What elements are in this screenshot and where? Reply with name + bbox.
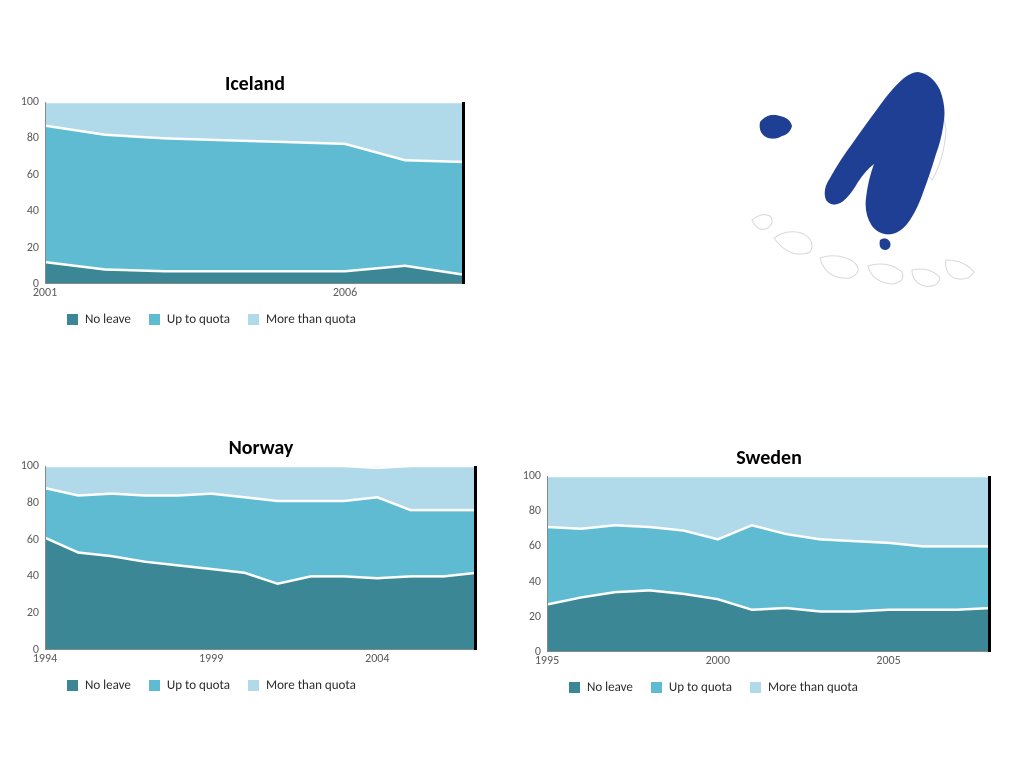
legend-item-more_than_quota: More than quota — [248, 312, 356, 327]
legend-label: More than quota — [266, 312, 356, 327]
legend-item-more_than_quota: More than quota — [248, 678, 356, 693]
norway-plot: 020406080100 — [45, 466, 477, 650]
legend-swatch — [67, 314, 78, 325]
y-tick-label: 100 — [21, 95, 39, 109]
y-tick-label: 60 — [529, 539, 541, 553]
legend-item-up_to_quota: Up to quota — [149, 312, 230, 327]
south-island — [880, 238, 891, 250]
norway-title: Norway — [45, 436, 477, 460]
norway-legend: No leave Up to quota More than quota — [45, 678, 477, 693]
nordic-map — [722, 60, 990, 290]
legend-item-up_to_quota: Up to quota — [149, 678, 230, 693]
sweden-plot: 020406080100 — [547, 476, 991, 652]
x-tick-label: 2005 — [876, 654, 900, 668]
map-svg — [722, 60, 990, 290]
iceland-svg — [45, 102, 465, 284]
iceland-chart: Iceland 020406080100 20012006 No leaveUp… — [17, 72, 465, 327]
y-tick-label: 100 — [21, 459, 39, 473]
y-tick-label: 80 — [529, 504, 541, 518]
legend-item-more_than_quota: More than quota — [750, 680, 858, 695]
legend-swatch — [149, 314, 160, 325]
legend-label: Up to quota — [167, 678, 230, 693]
y-tick-label: 20 — [27, 241, 39, 255]
legend-label: No leave — [85, 312, 131, 327]
x-tick-label: 2006 — [333, 286, 357, 300]
y-tick-label: 100 — [523, 469, 541, 483]
y-tick-label: 20 — [27, 606, 39, 620]
legend-swatch — [248, 680, 259, 691]
legend-item-no_leave: No leave — [67, 678, 131, 693]
sweden-legend: No leave Up to quota More than quota — [547, 680, 991, 695]
legend-swatch — [750, 682, 761, 693]
legend-label: More than quota — [768, 680, 858, 695]
legend-label: Up to quota — [167, 312, 230, 327]
y-tick-label: 40 — [529, 575, 541, 589]
legend-label: No leave — [587, 680, 633, 695]
scandinavia-shape — [825, 72, 945, 234]
y-tick-label: 60 — [27, 168, 39, 182]
legend-item-no_leave: No leave — [67, 312, 131, 327]
x-tick-label: 2000 — [706, 654, 730, 668]
y-tick-label: 80 — [27, 496, 39, 510]
sweden-svg — [547, 476, 991, 652]
iceland-x-labels: 20012006 — [45, 284, 465, 302]
legend-swatch — [67, 680, 78, 691]
legend-item-no_leave: No leave — [569, 680, 633, 695]
x-tick-label: 1995 — [535, 654, 559, 668]
x-tick-label: 2001 — [33, 286, 57, 300]
sweden-title: Sweden — [547, 446, 991, 470]
y-tick-label: 20 — [529, 610, 541, 624]
legend-label: No leave — [85, 678, 131, 693]
norway-svg — [45, 466, 477, 650]
norway-x-labels: 199419992004 — [45, 650, 477, 668]
legend-swatch — [651, 682, 662, 693]
legend-swatch — [149, 680, 160, 691]
x-tick-label: 1999 — [199, 652, 223, 666]
sweden-x-labels: 199520002005 — [547, 652, 991, 670]
legend-label: More than quota — [266, 678, 356, 693]
iceland-plot: 020406080100 — [45, 102, 465, 284]
x-tick-label: 1994 — [33, 652, 57, 666]
norway-chart: Norway 020406080100 1994 1999 2004 No leav… — [17, 436, 477, 693]
legend-swatch — [248, 314, 259, 325]
iceland-shape — [760, 115, 792, 139]
y-tick-label: 80 — [27, 131, 39, 145]
legend-label: Up to quota — [669, 680, 732, 695]
sweden-chart: Sweden 020406080100 1995 2000 2005 No leav… — [519, 446, 991, 695]
y-tick-label: 40 — [27, 569, 39, 583]
y-tick-label: 40 — [27, 204, 39, 218]
legend-swatch — [569, 682, 580, 693]
iceland-title: Iceland — [45, 72, 465, 96]
x-tick-label: 2004 — [365, 652, 389, 666]
iceland-legend: No leave Up to quota More than quota — [45, 312, 465, 327]
y-tick-label: 60 — [27, 533, 39, 547]
legend-item-up_to_quota: Up to quota — [651, 680, 732, 695]
